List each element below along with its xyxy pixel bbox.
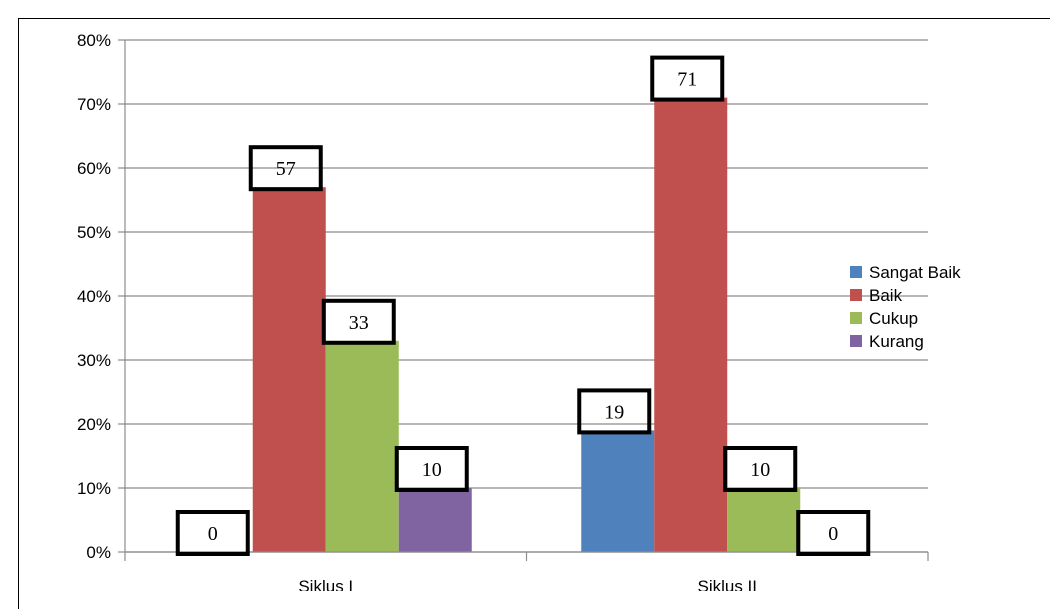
bar	[727, 488, 801, 552]
data-label: 10	[422, 459, 442, 481]
data-label: 19	[604, 401, 624, 423]
category-label: Siklus II	[697, 577, 757, 591]
legend-swatch	[850, 266, 862, 278]
data-label: 33	[349, 312, 369, 334]
data-label-box	[577, 388, 652, 435]
data-label: 0	[208, 523, 218, 545]
legend-label: Cukup	[869, 309, 918, 328]
data-label: 71	[677, 69, 697, 91]
y-tick-label: 20%	[77, 415, 111, 434]
y-tick-label: 30%	[77, 351, 111, 370]
legend-swatch	[850, 312, 862, 324]
bar	[252, 187, 326, 552]
data-label: 57	[276, 158, 296, 180]
data-label-box	[723, 446, 798, 492]
legend-label: Sangat Baik	[869, 263, 961, 282]
y-tick-label: 60%	[77, 159, 111, 178]
y-tick-label: 10%	[77, 479, 111, 498]
chart-frame	[18, 18, 1050, 609]
data-label-box	[796, 510, 871, 556]
legend-label: Kurang	[869, 332, 924, 351]
data-label-box	[650, 55, 725, 102]
bar	[398, 488, 472, 552]
legend-swatch	[850, 335, 862, 347]
bar	[581, 430, 655, 552]
legend-label: Baik	[869, 286, 903, 305]
data-label-box	[394, 446, 469, 492]
data-label-box	[321, 298, 396, 345]
y-tick-label: 40%	[77, 287, 111, 306]
y-tick-label: 80%	[77, 31, 111, 50]
y-tick-label: 0%	[86, 543, 111, 562]
bar-chart: 0% 10% 20% 30% 40% 50% 60% 70% 80% 0 57 33 10 Siklus …	[77, 31, 961, 591]
bar	[325, 340, 399, 552]
data-label-box	[175, 510, 250, 556]
y-tick-label: 50%	[77, 223, 111, 242]
category-label: Siklus I	[298, 577, 353, 591]
data-label: 10	[750, 459, 770, 481]
y-tick-label: 70%	[77, 95, 111, 114]
data-label: 0	[828, 523, 838, 545]
data-label-box	[248, 145, 323, 192]
legend-swatch	[850, 289, 862, 301]
bar	[654, 97, 728, 552]
